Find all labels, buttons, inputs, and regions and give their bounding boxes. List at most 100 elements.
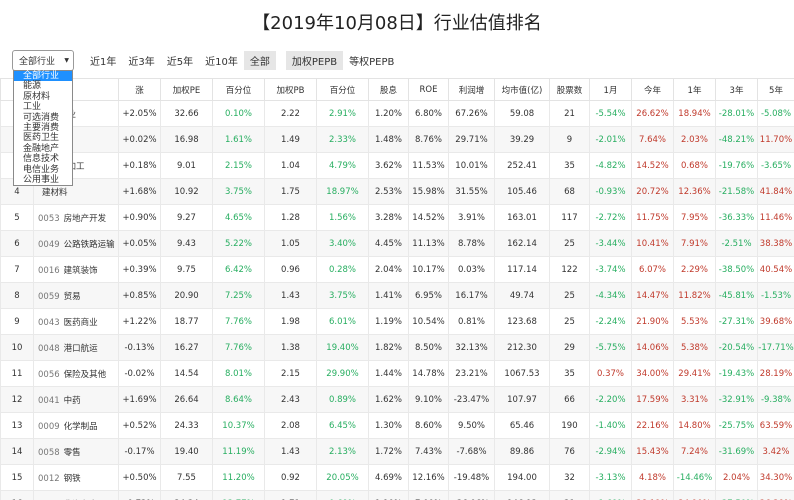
industry-name[interactable]: 公路铁路运输	[63, 239, 115, 250]
industry-name[interactable]: 港口航运	[63, 343, 98, 354]
cell-chg: +0.39%	[118, 256, 161, 283]
industry-name[interactable]: 中药	[63, 395, 81, 406]
column-header[interactable]: 涨	[118, 78, 161, 101]
column-header[interactable]: 均市值(亿)	[494, 78, 550, 101]
dropdown-option[interactable]: 可选消费	[23, 112, 60, 123]
dropdown-option[interactable]: 公用事业	[23, 174, 60, 185]
cell-ytd: 26.62%	[631, 100, 674, 127]
cell-y5: -5.08%	[757, 100, 794, 127]
table-row[interactable]: 6 0049 公路铁路运输 +0.05% 9.43 5.22% 1.05 3.40% 4.45%…	[0, 230, 794, 257]
period-button-all[interactable]: 全部	[243, 51, 276, 70]
column-header[interactable]: 加权PE	[160, 78, 213, 101]
cell-div: 1.72%	[368, 438, 409, 465]
table-row[interactable]: 9 0043 医药商业 +1.22% 18.77 7.76% 1.98 6.01% 1.19% 1…	[0, 308, 794, 335]
cell-pe-pct: 11.19%	[212, 438, 265, 465]
cell-count: 66	[549, 386, 590, 413]
industry-name[interactable]: 保险及其他	[63, 369, 107, 380]
table-row[interactable]: 8 0059 贸易 +0.85% 20.90 7.25% 1.43 3.75% 1.41% 6.9…	[0, 282, 794, 309]
column-header[interactable]: 5年	[757, 78, 794, 101]
industry-name[interactable]: 医药商业	[63, 317, 98, 328]
dropdown-option[interactable]: 能源	[23, 81, 42, 92]
cell-pb: 2.22	[264, 100, 317, 127]
cell-profit: 10.01%	[448, 152, 495, 179]
cell-y1: 0.68%	[673, 152, 716, 179]
cell-count: 9	[549, 126, 590, 153]
cell-y1: 7.91%	[673, 230, 716, 257]
column-header[interactable]: 股息	[368, 78, 409, 101]
cell-pe: 20.90	[160, 282, 213, 309]
dropdown-option[interactable]: 医药卫生	[23, 133, 60, 144]
equal-pepb-button[interactable]: 等权PEPB	[349, 57, 395, 68]
industry-name[interactable]: 房地产开发	[63, 213, 107, 224]
period-button-5y[interactable]: 近5年	[166, 57, 194, 68]
table-row[interactable]: 14 0058 零售 -0.17% 19.40 11.19% 1.43 2.13% 1.72% 7…	[0, 438, 794, 465]
cell-count: 117	[549, 204, 590, 231]
industry-select[interactable]: 全部行业 ▼	[12, 50, 74, 71]
rank-cell: 9	[0, 308, 34, 335]
industry-code: 0048	[38, 343, 60, 354]
industry-code: 0041	[38, 395, 60, 406]
table-row[interactable]: 3采开采加工+0.18%9.012.15%1.044.79%3.62%11.53…	[0, 152, 794, 179]
period-button-10y[interactable]: 近10年	[205, 57, 238, 68]
industry-name[interactable]: 钢铁	[63, 473, 81, 484]
industry-name[interactable]: 零售	[63, 447, 81, 458]
cell-pb: 1.43	[264, 282, 317, 309]
dropdown-option[interactable]: 信息技术	[23, 154, 60, 165]
table-row[interactable]: 4 建材料 +1.68% 10.92 3.75% 1.75 18.97% 2.53% 15.98…	[0, 178, 794, 205]
dropdown-option[interactable]: 电信业务	[23, 164, 60, 175]
column-header[interactable]: 利润增	[448, 78, 495, 101]
cell-pe-pct: 11.20%	[212, 464, 265, 491]
cell-m1: -2.20%	[589, 386, 632, 413]
table-row[interactable]: 5 0053 房地产开发 +0.90% 9.27 4.65% 1.28 1.56% 3.28% 1…	[0, 204, 794, 231]
column-header[interactable]: 百分位	[316, 78, 369, 101]
column-header[interactable]: ROE	[408, 78, 449, 101]
table-row[interactable]: 7 0016 建筑装饰 +0.39% 9.75 6.42% 0.96 0.28% 2.04% 10…	[0, 256, 794, 283]
cell-y1: 14.80%	[673, 412, 716, 439]
period-button-1y[interactable]: 近1年	[90, 57, 117, 68]
cell-mcap: 117.14	[494, 256, 550, 283]
column-header[interactable]: 百分位	[212, 78, 265, 101]
column-header[interactable]: 3年	[715, 78, 758, 101]
dropdown-option[interactable]: 金融地产	[23, 143, 60, 154]
table-row[interactable]: 160027非汽车交运-0.72%24.3412.77%1.710.69%1.1…	[0, 490, 794, 500]
column-header[interactable]: 今年	[631, 78, 674, 101]
cell-pb-pct: 3.75%	[316, 282, 369, 309]
table-row[interactable]: 2安+0.02%16.981.61%1.492.33%1.48%8.76%29.…	[0, 126, 794, 153]
cell-profit: 23.21%	[448, 360, 495, 387]
cell-pb-pct: 18.97%	[316, 178, 369, 205]
dropdown-option[interactable]: 主要消费	[23, 122, 60, 133]
cell-chg: +0.18%	[118, 152, 161, 179]
table-row[interactable]: 1业与林业+2.05%32.660.10%2.222.91%1.20%6.80%…	[0, 100, 794, 127]
column-header[interactable]: 股票数	[549, 78, 590, 101]
industry-name[interactable]: 化学制品	[63, 421, 98, 432]
table-row[interactable]: 13 0009 化学制品 +0.52% 24.33 10.37% 2.08 6.45% 1.30…	[0, 412, 794, 439]
dropdown-option[interactable]: 原材料	[23, 91, 51, 102]
cell-ytd: 7.64%	[631, 126, 674, 153]
industry-name[interactable]: 建材料	[42, 187, 68, 198]
industry-name[interactable]: 贸易	[63, 291, 81, 302]
table-row[interactable]: 10 0048 港口航运 -0.13% 16.27 7.76% 1.38 19.40% 1.82…	[0, 334, 794, 361]
table-row[interactable]: 15 0012 钢铁 +0.50% 7.55 11.20% 0.92 20.05% 4.69% 1…	[0, 464, 794, 491]
industry-name-cell: 0012 钢铁	[33, 464, 119, 491]
column-header[interactable]: 加权PB	[264, 78, 317, 101]
cell-chg: +0.85%	[118, 282, 161, 309]
cell-profit: -7.68%	[448, 438, 495, 465]
table-row[interactable]: 11 0056 保险及其他 -0.02% 14.54 8.01% 2.15 29.90% 1.4…	[0, 360, 794, 387]
cell-mcap: 123.68	[494, 308, 550, 335]
cell-pb: 2.08	[264, 412, 317, 439]
column-header[interactable]: 1年	[673, 78, 716, 101]
weighted-pepb-button[interactable]: 加权PEPB	[285, 51, 344, 70]
table-row[interactable]: 12 0041 中药 +1.69% 26.64 8.64% 2.43 0.89% 1.62% 9.…	[0, 386, 794, 413]
dropdown-option[interactable]: 全部行业	[14, 71, 72, 82]
dropdown-option[interactable]: 工业	[23, 102, 42, 113]
column-header[interactable]: 1月	[589, 78, 632, 101]
industry-name[interactable]: 建筑装饰	[63, 265, 98, 276]
period-button-3y[interactable]: 近3年	[128, 57, 155, 68]
cell-pe-pct: 12.77%	[212, 490, 265, 500]
cell-pb-pct: 6.01%	[316, 308, 369, 335]
cell-profit: 0.03%	[448, 256, 495, 283]
cell-profit: 29.71%	[448, 126, 495, 153]
cell-y5: 11.70%	[757, 126, 794, 153]
cell-count: 76	[549, 438, 590, 465]
cell-mcap: 194.00	[494, 464, 550, 491]
